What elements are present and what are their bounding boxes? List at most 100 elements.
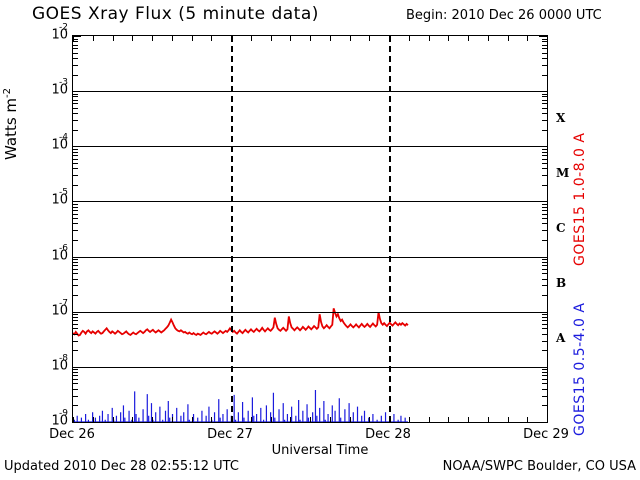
y-axis-tick-major <box>539 146 548 148</box>
x-axis-tick-labels: Dec 26 Dec 27 Dec 28 Dec 29 <box>0 427 640 445</box>
x-axis-tick <box>547 35 548 41</box>
x-axis-tick <box>329 417 331 423</box>
x-axis-tick <box>270 35 272 41</box>
x-axis-tick <box>408 35 410 41</box>
y-axis-tick-minor <box>72 320 78 322</box>
y-axis-tick-minor <box>542 218 548 220</box>
y-axis-tick-major <box>72 36 81 37</box>
y-axis-tick-minor <box>72 340 78 342</box>
y-axis-tick-major <box>539 422 548 423</box>
y-axis-tick-major <box>539 366 548 368</box>
x-axis-tick <box>468 35 469 41</box>
x-axis-tick <box>507 35 509 41</box>
flare-class-label-x: X <box>556 110 566 125</box>
y-axis-tick-minor <box>542 107 548 109</box>
y-axis-tick-minor <box>542 99 548 101</box>
begin-time-label: Begin: 2010 Dec 26 0000 UTC <box>406 8 602 23</box>
y-axis-tick-minor <box>72 103 78 105</box>
y-axis-tick-major <box>72 366 81 368</box>
y-axis-tick-minor <box>72 273 78 275</box>
y-axis-tick-minor <box>542 273 548 275</box>
x-axis-tick <box>92 417 94 423</box>
x-axis-tick <box>349 417 351 423</box>
y-axis-tick-minor <box>72 206 78 208</box>
x-axis-tick-label: Dec 26 <box>49 427 95 442</box>
y-axis-tick-major <box>539 36 548 37</box>
y-axis-tick-minor <box>542 48 548 50</box>
y-axis-tick-major <box>539 91 548 93</box>
y-axis-tick-minor <box>542 261 548 263</box>
legend-short-channel: GOES15 0.5-4.0 A <box>572 302 588 436</box>
x-axis-tick <box>468 417 469 423</box>
y-axis-tick-minor <box>72 379 78 381</box>
y-axis-tick-label: 10 -3 <box>51 77 68 98</box>
y-axis-tick-minor <box>542 38 548 40</box>
x-axis-tick <box>310 35 311 41</box>
y-axis-tick-minor <box>542 41 548 43</box>
gridline-decade <box>73 146 547 148</box>
y-axis-tick-minor <box>72 405 78 407</box>
data-traces <box>73 308 409 422</box>
credit-label: NOAA/SWPC Boulder, CO USA <box>442 459 636 474</box>
y-axis-tick-minor <box>72 107 78 109</box>
y-axis-tick-minor <box>542 148 548 150</box>
y-axis-tick-label: 10 -8 <box>51 353 68 374</box>
x-axis-tick <box>408 417 410 423</box>
y-axis-tick-minor <box>542 129 548 131</box>
y-axis-tick-minor <box>72 223 78 225</box>
x-axis-tick <box>211 417 213 423</box>
y-axis-tick-minor <box>72 129 78 131</box>
y-axis-tick-minor <box>542 223 548 225</box>
x-axis-tick <box>290 417 292 423</box>
y-axis-tick-minor <box>542 278 548 280</box>
x-axis-tick <box>507 417 509 423</box>
flare-class-label-b: B <box>556 276 567 291</box>
y-axis-tick-minor <box>72 314 78 316</box>
trace-short-channel <box>73 390 408 422</box>
y-axis-tick-label: 10 -6 <box>51 243 68 264</box>
y-axis-tick-minor <box>72 383 78 385</box>
y-axis-tick-labels: 10 -2 10 -3 10 -4 10 -5 10 -6 10 -7 10 -8 10 -9 <box>0 23 68 429</box>
y-axis-tick-minor <box>542 168 548 170</box>
y-axis-tick-minor <box>72 328 78 330</box>
y-axis-tick-minor <box>542 333 548 335</box>
x-axis-tick <box>487 417 489 423</box>
day-separator-line <box>231 36 233 422</box>
y-axis-tick-minor <box>542 203 548 205</box>
y-axis-tick-minor <box>72 278 78 280</box>
y-axis-tick-minor <box>72 93 78 95</box>
y-axis-tick-minor <box>542 314 548 316</box>
day-separator-line <box>389 36 391 422</box>
gridline-decade <box>73 256 547 258</box>
y-axis-tick-minor <box>542 295 548 297</box>
y-axis-tick-minor <box>542 175 548 177</box>
x-axis-tick <box>389 35 390 41</box>
y-axis-tick-minor <box>72 41 78 43</box>
y-axis-tick-minor <box>72 48 78 50</box>
y-axis-tick-minor <box>542 213 548 215</box>
y-axis-tick-minor <box>542 113 548 115</box>
x-axis-tick <box>73 35 74 41</box>
y-axis-tick-minor <box>72 148 78 150</box>
y-axis-tick-minor <box>542 52 548 54</box>
x-axis-tick <box>152 35 153 41</box>
x-axis-tick <box>171 35 173 41</box>
y-axis-tick-minor <box>72 57 78 59</box>
x-axis-tick <box>547 417 548 423</box>
y-axis-tick-minor <box>72 113 78 115</box>
y-axis-tick-minor <box>542 395 548 397</box>
y-axis-tick-minor <box>542 372 548 374</box>
x-axis-tick <box>250 417 252 423</box>
x-axis-tick <box>329 35 331 41</box>
flare-class-labels: X M C B A <box>548 35 578 423</box>
y-axis-tick-minor <box>72 158 78 160</box>
y-axis-tick-major <box>72 201 81 203</box>
y-axis-tick-minor <box>542 151 548 153</box>
y-axis-tick-minor <box>72 52 78 54</box>
y-axis-tick-major <box>72 311 81 313</box>
y-axis-tick-minor <box>72 285 78 287</box>
x-axis-tick <box>73 417 74 423</box>
y-axis-tick-minor <box>72 350 78 352</box>
y-axis-tick-minor <box>72 38 78 40</box>
y-axis-tick-minor <box>542 184 548 186</box>
